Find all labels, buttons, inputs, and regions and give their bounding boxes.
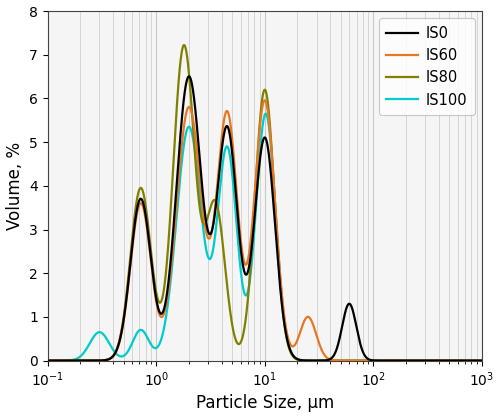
IS0 [44,358,51,363]
IS100 [360,358,366,363]
IS100 [479,358,485,363]
IS80 [181,43,187,48]
IS0 [479,358,485,363]
IS100 [227,154,233,159]
IS100 [251,233,257,238]
IS0 [251,220,257,225]
IS100 [466,358,471,363]
IS60 [251,199,257,204]
IS80 [479,358,485,363]
IS60 [230,152,236,157]
IS60 [466,358,471,363]
IS100 [262,111,268,116]
Line: IS80: IS80 [48,45,482,361]
IS80 [44,358,51,363]
IS80 [444,358,450,363]
IS60 [44,358,51,363]
Line: IS0: IS0 [48,76,482,361]
IS60 [262,98,268,103]
Line: IS60: IS60 [48,100,482,361]
X-axis label: Particle Size, μm: Particle Size, μm [196,395,334,413]
IS80 [251,209,257,214]
IS0 [466,358,471,363]
IS0 [227,135,233,140]
IS60 [360,358,366,363]
IS100 [44,358,51,363]
IS0 [444,358,450,363]
IS80 [227,309,233,314]
IS100 [230,186,236,191]
IS80 [466,358,471,363]
IS100 [444,358,450,363]
IS80 [360,358,366,363]
IS60 [479,358,485,363]
Line: IS100: IS100 [48,114,482,361]
IS60 [227,119,233,124]
Y-axis label: Volume, %: Volume, % [6,142,24,230]
IS60 [444,358,450,363]
Legend: IS0, IS60, IS80, IS100: IS0, IS60, IS80, IS100 [379,18,474,115]
IS80 [230,330,236,335]
IS0 [360,350,366,355]
IS0 [186,74,192,79]
IS0 [230,166,236,171]
